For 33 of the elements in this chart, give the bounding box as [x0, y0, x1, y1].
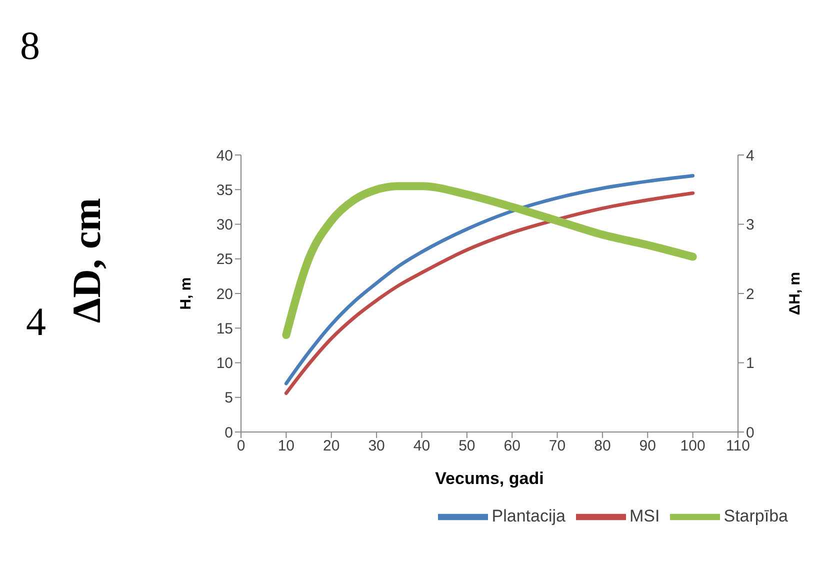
y2-tick-label: 1 — [746, 355, 754, 372]
x-tick-label: 60 — [504, 438, 520, 455]
x-tick-label: 90 — [639, 438, 656, 455]
x-axis-title: Vecums, gadi — [435, 469, 544, 488]
text: 8 — [20, 22, 40, 69]
y2-tick-label: 2 — [746, 286, 754, 303]
y-tick-label: 35 — [216, 182, 233, 199]
x-tick-label: 10 — [278, 438, 295, 455]
legend-label: Starpība — [724, 506, 788, 526]
y-tick-label: 15 — [216, 320, 233, 338]
x-tick-label: 30 — [368, 438, 385, 455]
y2-tick-label: 3 — [746, 216, 754, 234]
y-tick-label: 10 — [216, 355, 233, 372]
y-tick-label: 40 — [216, 147, 233, 164]
x-tick-label: 80 — [594, 438, 611, 455]
x-tick-label: 40 — [413, 438, 430, 455]
x-tick-label: 100 — [680, 438, 706, 455]
legend-label: MSI — [630, 506, 660, 526]
y-tick-label: 0 — [224, 424, 233, 442]
y-tick-label: 25 — [216, 251, 233, 268]
x-tick-label: 70 — [548, 438, 566, 455]
y2-axis-title: ΔH, m — [786, 272, 804, 316]
x-tick-label: 50 — [458, 438, 476, 455]
y2-tick-label: 4 — [746, 147, 754, 164]
y-tick-label: 5 — [224, 390, 233, 407]
x-tick-label: 0 — [236, 438, 246, 455]
y-axis-title: H, m — [177, 277, 194, 310]
x-tick-label: 20 — [323, 438, 340, 455]
y-tick-label: 30 — [216, 216, 233, 234]
y-tick-label: 20 — [216, 286, 233, 303]
text: 4 — [26, 298, 46, 345]
legend-label: Plantacija — [492, 506, 566, 526]
text: ΔD, cm — [63, 198, 110, 323]
